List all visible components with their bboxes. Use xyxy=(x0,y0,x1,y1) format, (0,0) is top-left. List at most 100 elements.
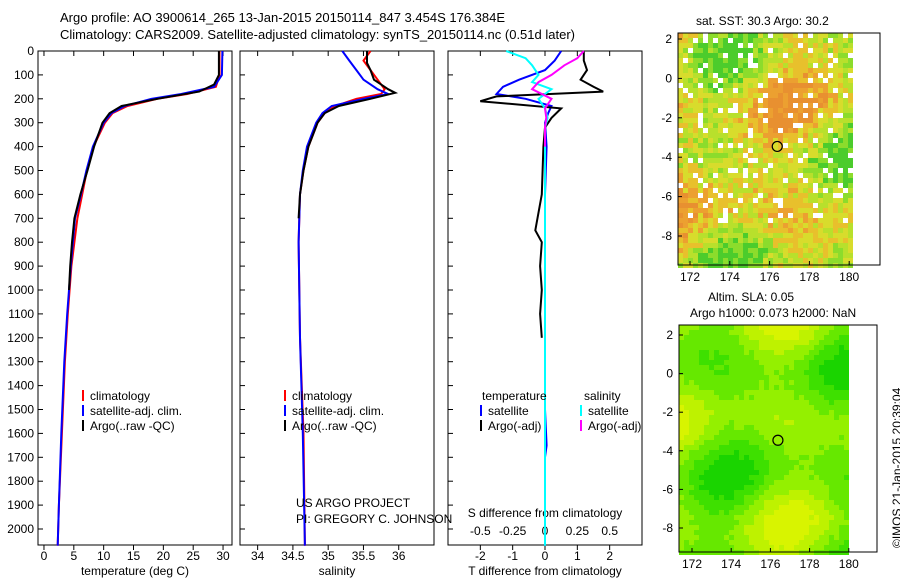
sst-map-cell xyxy=(838,158,843,163)
sla-map-cell xyxy=(754,475,759,480)
sla-map-cell xyxy=(744,510,749,515)
x-tick-label: 0 xyxy=(41,549,48,563)
sla-map-cell xyxy=(804,435,809,440)
sst-map-cell xyxy=(783,138,788,143)
sst-map-cell xyxy=(818,53,823,58)
sla-map-cell xyxy=(734,415,739,420)
sst-map-cell xyxy=(798,208,803,213)
sst-map-cell xyxy=(713,223,718,228)
sla-map-cell xyxy=(699,545,704,550)
sst-map-cell xyxy=(808,128,813,133)
sla-map-cell xyxy=(844,425,849,430)
sla-map-cell xyxy=(769,400,774,405)
sla-map-cell xyxy=(829,370,834,375)
sst-map-cell xyxy=(743,223,748,228)
sst-map-cell xyxy=(698,228,703,233)
sst-map-cell xyxy=(738,123,743,128)
sst-map-cell xyxy=(808,253,813,258)
sla-map-cell xyxy=(684,535,689,540)
sst-map-cell xyxy=(838,98,843,103)
sla-map-cell xyxy=(744,390,749,395)
sst-map-cell xyxy=(768,243,773,248)
sla-map-cell xyxy=(759,475,764,480)
sla-map-cell xyxy=(759,465,764,470)
sst-map-cell xyxy=(763,88,768,93)
sst-map-cell xyxy=(783,213,788,218)
sla-map-cell xyxy=(789,510,794,515)
sla-map-cell xyxy=(734,530,739,535)
sst-map-cell xyxy=(808,143,813,148)
sla-map-cell xyxy=(704,415,709,420)
sst-map-cell xyxy=(698,213,703,218)
sla-map-cell xyxy=(794,405,799,410)
sst-map-cell xyxy=(708,113,713,118)
sst-map-cell xyxy=(808,223,813,228)
sla-map-cell xyxy=(699,475,704,480)
sla-map-cell xyxy=(749,505,754,510)
sst-map-cell xyxy=(803,168,808,173)
sla-map-cell xyxy=(769,355,774,360)
sst-map-cell xyxy=(763,98,768,103)
sla-map-cell xyxy=(799,465,804,470)
sst-map-cell xyxy=(703,73,708,78)
sst-map-lon-label: 174 xyxy=(720,270,740,284)
sla-map-cell xyxy=(729,400,734,405)
sst-map-cell xyxy=(788,58,793,63)
sla-map-cell xyxy=(824,515,829,520)
sst-map-cell xyxy=(783,68,788,73)
sst-map-cell xyxy=(708,33,713,38)
sst-map-cell xyxy=(713,53,718,58)
sla-map-cell xyxy=(784,525,789,530)
sst-map-cell xyxy=(843,48,848,53)
sla-map-cell xyxy=(704,525,709,530)
sla-map-cell xyxy=(689,465,694,470)
sla-map-cell xyxy=(784,380,789,385)
sst-map-cell xyxy=(768,113,773,118)
sst-map-cell xyxy=(688,168,693,173)
sla-map-cell xyxy=(719,525,724,530)
sla-map-cell xyxy=(679,375,684,380)
sla-map-cell xyxy=(779,420,784,425)
sla-map-cell xyxy=(784,495,789,500)
sla-map-cell xyxy=(829,485,834,490)
sst-map-cell xyxy=(828,238,833,243)
sla-map-cell xyxy=(769,345,774,350)
sla-map-cell xyxy=(684,440,689,445)
sla-map-cell xyxy=(804,360,809,365)
sst-map-cell xyxy=(778,98,783,103)
sla-map-cell xyxy=(739,485,744,490)
sla-map-cell xyxy=(834,435,839,440)
sla-map-cell xyxy=(764,470,769,475)
sla-map-cell xyxy=(759,350,764,355)
sla-map-cell xyxy=(774,340,779,345)
sst-map-cell xyxy=(793,238,798,243)
sst-map-cell xyxy=(743,193,748,198)
sla-map-cell xyxy=(694,420,699,425)
sst-map-cell xyxy=(698,198,703,203)
sla-map-cell xyxy=(784,500,789,505)
sla-map-cell xyxy=(749,420,754,425)
sst-map-cell xyxy=(683,233,688,238)
sla-map-cell xyxy=(774,400,779,405)
sla-map-cell xyxy=(829,530,834,535)
sst-map-cell xyxy=(778,248,783,253)
sla-map-cell xyxy=(794,395,799,400)
sst-map-cell xyxy=(813,143,818,148)
sla-map-cell xyxy=(709,335,714,340)
sla-map-cell xyxy=(774,470,779,475)
sst-map-cell xyxy=(843,113,848,118)
sla-map-cell xyxy=(734,410,739,415)
sla-map-cell xyxy=(704,545,709,550)
sla-map-cell xyxy=(744,530,749,535)
sst-map-cell xyxy=(783,78,788,83)
sla-map-cell xyxy=(764,495,769,500)
sla-map-cell xyxy=(829,405,834,410)
sla-map-cell xyxy=(829,440,834,445)
sla-map-cell xyxy=(819,505,824,510)
sla-map-cell xyxy=(804,520,809,525)
sla-map-cell xyxy=(839,455,844,460)
sst-map-cell xyxy=(848,133,853,138)
sla-map-cell xyxy=(819,470,824,475)
sst-map-cell xyxy=(843,258,848,263)
sst-map-cell xyxy=(718,38,723,43)
